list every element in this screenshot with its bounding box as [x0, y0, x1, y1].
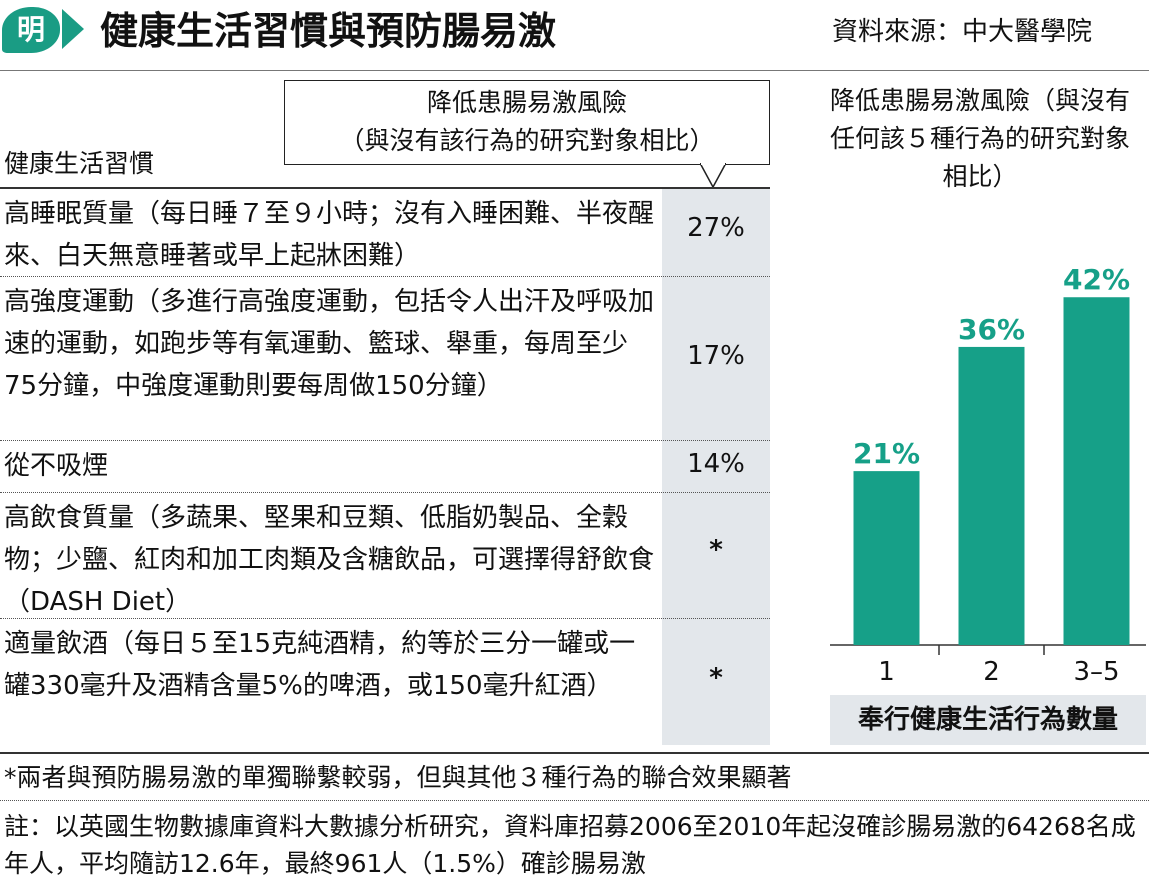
bar [853, 471, 920, 645]
bar-value-label: 36% [958, 313, 1025, 346]
table-bottom-divider [0, 752, 1149, 754]
habit-value: 14% [687, 449, 745, 479]
footnote: *兩者與預防腸易激的單獨聯繫較弱，但與其他３種行為的聯合效果顯著 [4, 763, 792, 792]
habit-header: 健康生活習慣 [4, 149, 155, 178]
chart-title: 降低患腸易激風險（與沒有任何該５種行為的研究對象相比） [829, 86, 1130, 191]
footnote-divider [0, 800, 1149, 801]
source-credit: 資料來源：中大醫學院 [832, 17, 1093, 47]
habit-text: 適量飲酒（每日５至15克純酒精，約等於三分一罐或一罐330毫升及酒精含量5%的啤… [4, 629, 636, 701]
habit-text: 高飲食質量（多蔬果、堅果和豆類、低脂奶製品、全穀物；少鹽、紅肉和加工肉類及含糖飲… [4, 503, 655, 617]
logo-char: 明 [16, 13, 45, 46]
value-header-line2: （與沒有該行為的研究對象相比） [339, 126, 715, 155]
table-top-divider [0, 187, 770, 189]
table-row: 適量飲酒（每日５至15克純酒精，約等於三分一罐或一罐330毫升及酒精含量5%的啤… [0, 619, 770, 747]
row-divider [0, 440, 770, 441]
habit-text: 從不吸煙 [4, 451, 109, 481]
habit-value: * [709, 535, 723, 565]
logo-arrow-icon [62, 9, 84, 49]
row-divider [0, 618, 770, 619]
x-tick-label: 2 [983, 657, 1000, 687]
header-divider [0, 70, 1149, 71]
habit-text: 高睡眠質量（每日睡７至９小時；沒有入睡困難、半夜醒來、白天無意睡著或早上起牀困難… [4, 199, 655, 271]
bar-value-label: 21% [853, 437, 920, 470]
value-header: 降低患腸易激風險 （與沒有該行為的研究對象相比） [284, 84, 770, 160]
habit-value: 27% [687, 213, 745, 243]
habit-value: 17% [687, 341, 745, 371]
callout-pointer-icon [700, 163, 726, 189]
study-note: 註：以英國生物數據庫資料大數據分析研究，資料庫招募2006至2010年起沒確診腸… [4, 812, 1136, 878]
table-row: 高睡眠質量（每日睡７至９小時；沒有入睡困難、半夜醒來、白天無意睡著或早上起牀困難… [0, 189, 770, 277]
x-axis-title: 奉行健康生活行為數量 [857, 705, 1118, 735]
value-header-line1: 降低患腸易激風險 [426, 88, 627, 117]
table-row: 從不吸煙 14% [0, 441, 770, 493]
x-axis-title-bg [830, 695, 1146, 745]
value-column-bg [662, 189, 770, 745]
logo-badge: 明 [2, 7, 60, 53]
table-row: 高飲食質量（多蔬果、堅果和豆類、低脂奶製品、全穀物；少鹽、紅肉和加工肉類及含糖飲… [0, 493, 770, 619]
x-tick-label: 1 [878, 657, 895, 687]
bar [958, 346, 1025, 645]
habit-text: 高強度運動（多進行高強度運動，包括令人出汗及呼吸加速的運動，如跑步等有氧運動、籃… [4, 287, 655, 401]
bar-value-label: 42% [1063, 263, 1130, 296]
row-divider [0, 276, 770, 277]
page-title: 健康生活習慣與預防腸易激 [100, 9, 557, 53]
x-tick-label: 3–5 [1073, 657, 1119, 687]
bar-chart: 21% 1 36% 2 42% 3–5 [830, 263, 1146, 687]
table-row: 高強度運動（多進行高強度運動，包括令人出汗及呼吸加速的運動，如跑步等有氧運動、籃… [0, 277, 770, 441]
bar [1063, 297, 1130, 645]
value-header-box [284, 80, 770, 165]
habit-value: * [709, 663, 723, 693]
row-divider [0, 492, 770, 493]
